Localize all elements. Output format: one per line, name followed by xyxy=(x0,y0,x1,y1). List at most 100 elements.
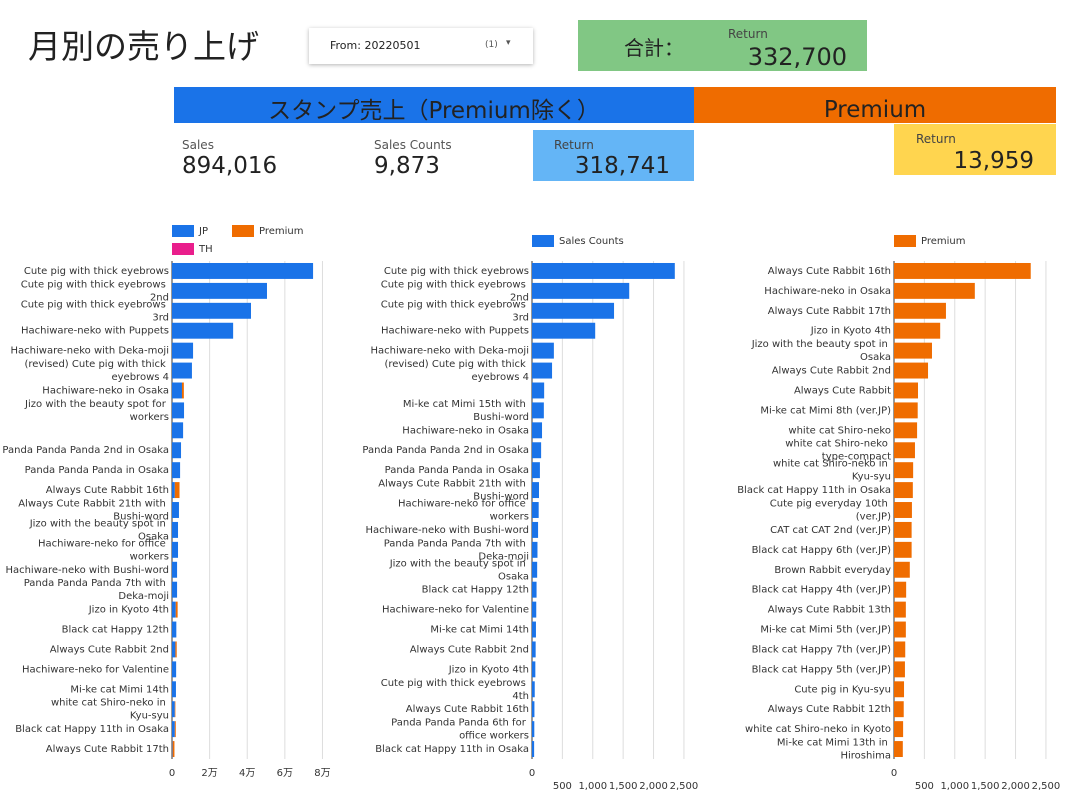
bar xyxy=(532,482,539,499)
y-tick-label: Jizo with the beauty spot in Osaka xyxy=(751,339,891,363)
bar xyxy=(172,661,177,678)
bar xyxy=(894,741,903,758)
y-tick-label: Hachiware-neko in Osaka xyxy=(42,385,169,396)
bar xyxy=(894,701,904,718)
y-tick-label: Panda Panda Panda 2nd in Osaka xyxy=(2,445,169,456)
y-tick-label: Always Cute Rabbit xyxy=(794,385,891,396)
x-tick-label: 0 xyxy=(169,768,175,779)
bar xyxy=(894,402,918,419)
legend-label: TH xyxy=(198,244,213,255)
y-tick-label: Black cat Happy 4th (ver.JP) xyxy=(752,585,892,596)
y-tick-label: Always Cute Rabbit 21th with Bushi-word xyxy=(378,479,529,503)
y-tick-label: Black cat Happy 6th (ver.JP) xyxy=(752,545,892,556)
stamp-return-card: Return 318,741 xyxy=(533,130,694,181)
bar xyxy=(175,641,177,658)
bar xyxy=(894,382,919,399)
y-tick-label: Mi-ke cat Mimi 15th with Bushi-word xyxy=(403,399,529,423)
y-tick-label: Mi-ke cat Mimi 8th (ver.JP) xyxy=(760,405,891,416)
y-tick-label: Cute pig with thick eyebrows 2nd xyxy=(381,279,529,303)
y-tick-label: Black cat Happy 5th (ver.JP) xyxy=(752,664,892,675)
y-tick-label: Panda Panda Panda 7th with Deka-moji xyxy=(384,538,529,562)
y-tick-label: Hachiware-neko for office workers xyxy=(38,538,169,562)
bar xyxy=(532,442,542,459)
y-tick-label: Hachiware-neko for Valentine xyxy=(22,664,169,675)
bar xyxy=(172,402,185,419)
y-tick-label: Mi-ke cat Mimi 14th xyxy=(70,684,169,695)
bar xyxy=(172,541,179,558)
y-tick-label: Panda Panda Panda in Osaka xyxy=(385,465,529,476)
bar xyxy=(894,721,904,738)
bar xyxy=(172,721,175,738)
bar xyxy=(172,442,182,459)
y-tick-label: Jizo in Kyoto 4th xyxy=(810,326,891,337)
x-tick-label: 2万 xyxy=(201,768,217,779)
bar xyxy=(172,482,175,499)
bar xyxy=(174,701,176,718)
total-label: 合計： xyxy=(624,36,684,60)
legend-swatch xyxy=(172,243,194,255)
legend-label: Premium xyxy=(921,236,966,247)
y-tick-label: white cat Shiro-neko type-compact xyxy=(785,439,891,463)
bar xyxy=(172,621,177,638)
bar xyxy=(894,581,907,598)
bar xyxy=(894,621,906,638)
bar xyxy=(172,561,178,578)
bar xyxy=(172,462,181,479)
date-filter[interactable]: From: 20220501 (1) ▾ xyxy=(309,28,533,64)
bar xyxy=(532,541,538,558)
y-tick-label: (revised) Cute pig with thick eyebrows 4 xyxy=(384,359,529,383)
bar xyxy=(894,521,912,538)
x-tick-label: 4万 xyxy=(239,768,255,779)
bar xyxy=(174,482,180,499)
x-tick-label: 0 xyxy=(529,768,535,779)
stamp-return-value: 318,741 xyxy=(574,153,670,179)
y-tick-label: Jizo in Kyoto 4th xyxy=(88,605,169,616)
bar xyxy=(894,561,910,578)
x-tick-label: 8万 xyxy=(314,768,330,779)
legend-swatch xyxy=(894,235,916,247)
y-tick-label: Hachiware-neko with Puppets xyxy=(381,326,529,337)
y-tick-label: Cute pig with thick eyebrows 2nd xyxy=(21,279,169,303)
bar xyxy=(894,422,918,439)
y-tick-label: Always Cute Rabbit 13th xyxy=(768,605,891,616)
y-tick-label: Always Cute Rabbit 2nd xyxy=(410,644,529,655)
bar xyxy=(894,681,905,698)
y-tick-label: Panda Panda Panda 7th with Deka-moji xyxy=(24,578,169,602)
x-tick-label: 1,000 xyxy=(578,781,607,792)
sales-counts-value: 9,873 xyxy=(374,153,440,179)
bar xyxy=(532,581,537,598)
bar xyxy=(894,442,915,459)
y-tick-label: Hachiware-neko for Valentine xyxy=(382,605,529,616)
y-tick-label: Cute pig in Kyu-syu xyxy=(794,684,891,695)
bar xyxy=(532,382,545,399)
bar xyxy=(532,502,539,518)
y-tick-label: Panda Panda Panda in Osaka xyxy=(25,465,169,476)
bar xyxy=(174,721,176,738)
bar xyxy=(181,382,184,399)
y-tick-label: Black cat Happy 12th xyxy=(62,625,169,636)
bar xyxy=(532,621,536,638)
y-tick-label: Always Cute Rabbit 16th xyxy=(406,704,529,715)
legend-label: Premium xyxy=(259,226,304,237)
bar xyxy=(532,342,554,359)
x-tick-label: 0 xyxy=(891,768,897,779)
bar xyxy=(532,322,596,339)
y-tick-label: Hachiware-neko with Bushi-word xyxy=(5,565,169,576)
sales-value: 894,016 xyxy=(182,153,278,179)
y-tick-label: Cute pig with thick eyebrows 3rd xyxy=(381,299,529,323)
bar xyxy=(532,701,535,718)
premium-band: Premium xyxy=(694,87,1056,123)
bar xyxy=(894,541,912,558)
stamp-band: スタンプ売上（Premium除く） xyxy=(174,87,694,123)
y-tick-label: white cat Shiro-neko xyxy=(788,425,891,436)
bar xyxy=(172,362,192,379)
y-tick-label: Black cat Happy 11th in Osaka xyxy=(375,744,529,755)
bar xyxy=(172,741,173,758)
sales-label: Sales xyxy=(182,138,214,152)
bar xyxy=(894,262,1031,279)
y-tick-label: white cat Shiro-neko in Kyoto xyxy=(745,724,891,735)
y-tick-label: Mi-ke cat Mimi 14th xyxy=(430,625,529,636)
y-tick-label: Cute pig with thick eyebrows 4th xyxy=(381,678,529,702)
legend-swatch xyxy=(232,225,254,237)
